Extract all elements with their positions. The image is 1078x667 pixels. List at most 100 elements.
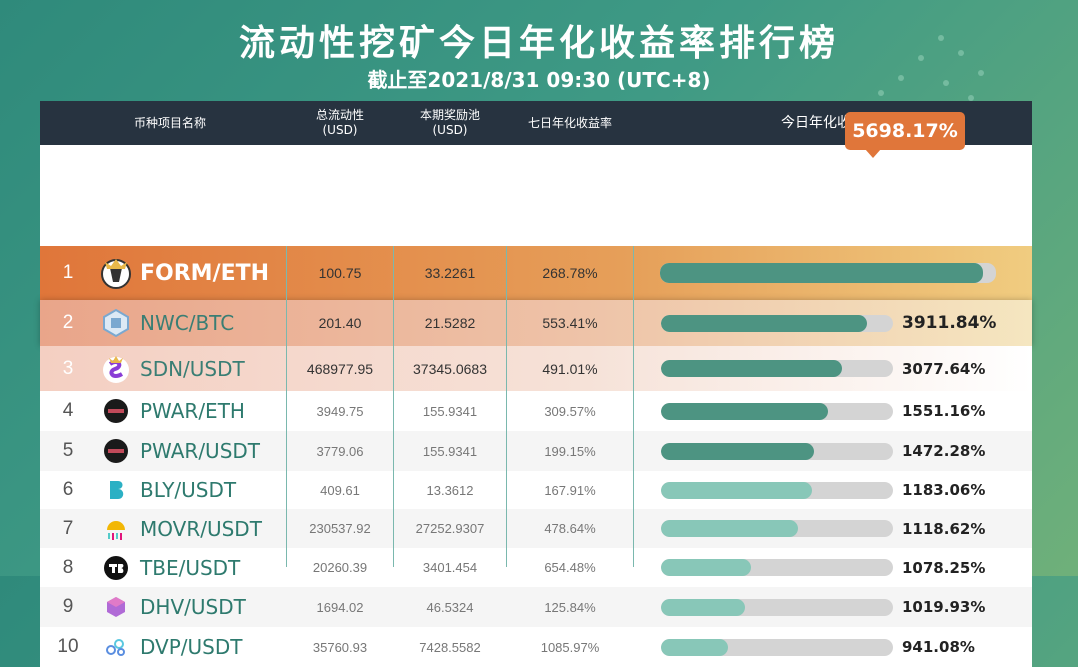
reward-pool: 46.5324	[426, 599, 474, 615]
today-rate-bar-fill	[661, 315, 868, 332]
today-rate-bar	[660, 263, 996, 283]
rank-number: 4	[62, 400, 74, 421]
today-rate-value: 1183.06%	[902, 481, 986, 499]
seven-day-rate: 167.91%	[544, 482, 596, 498]
column-header-reward-line2: (USD)	[432, 123, 468, 137]
column-header-reward: 本期奖励池 (USD)	[394, 101, 506, 145]
total-liquidity: 468977.95	[306, 360, 374, 377]
total-liquidity: 409.61	[320, 482, 360, 498]
page-title: 流动性挖矿今日年化收益率排行榜	[238, 23, 839, 64]
today-rate-value: 941.08%	[902, 638, 975, 656]
nwc-coin-icon	[98, 300, 134, 346]
today-rate-bar-fill	[661, 520, 798, 537]
today-rate-bar	[661, 559, 893, 576]
seven-day-rate: 125.84%	[544, 599, 596, 615]
pair-name: PWAR/USDT	[140, 439, 261, 463]
table-row: 6 BLY/USDT 409.61 13.3612 167.91% 1183.06%	[40, 471, 1032, 509]
today-rate-value: 1551.16%	[902, 402, 986, 420]
column-divider	[286, 246, 287, 567]
today-rate-value: 1118.62%	[902, 519, 986, 538]
table-row: 7 MOVR/USDT 230537.92 27252.9307 478.64% 1118…	[40, 509, 1032, 548]
top-rate-badge: 5698.17%	[845, 112, 965, 158]
today-rate-value: 3077.64%	[902, 359, 986, 378]
total-liquidity: 100.75	[318, 265, 362, 281]
rank-number: 8	[62, 556, 74, 578]
seven-day-rate: 491.01%	[542, 360, 598, 377]
pair-name: BLY/USDT	[140, 478, 237, 502]
total-liquidity: 3949.75	[316, 403, 364, 419]
pair-name: PWAR/ETH	[140, 399, 245, 423]
reward-pool: 37345.0683	[413, 360, 487, 377]
table-row: 9 DHV/USDT 1694.02 46.5324 125.84% 1019.93%	[40, 587, 1032, 627]
today-rate-bar-fill	[660, 263, 983, 283]
tbe-coin-icon	[98, 548, 134, 587]
reward-pool: 27252.9307	[415, 521, 485, 536]
column-header-reward-line1: 本期奖励池	[419, 108, 480, 122]
page-subtitle: 截止至2021/8/31 09:30 (UTC+8)	[367, 68, 711, 92]
column-divider	[506, 246, 507, 567]
today-rate-bar	[661, 315, 893, 332]
today-rate-bar-fill	[661, 360, 842, 377]
column-header-liquidity-line2: (USD)	[322, 123, 358, 137]
rank-number: 5	[62, 440, 74, 461]
total-liquidity: 1694.02	[316, 599, 364, 615]
today-rate-bar-fill	[661, 599, 745, 616]
today-rate-bar-fill	[661, 443, 815, 460]
total-liquidity: 3779.06	[316, 443, 364, 459]
bly-coin-icon	[98, 471, 134, 509]
column-header-liquidity-line1: 总流动性	[315, 108, 364, 122]
table-row: 10 DVP/USDT 35760.93 7428.5582 1085.97% 941.0…	[40, 627, 1032, 667]
today-rate-bar	[661, 482, 893, 499]
rank-number: 1	[62, 262, 74, 283]
seven-day-rate: 478.64%	[544, 521, 596, 536]
table-row: 2 NWC/BTC 201.40 21.5282 553.41% 3911.84%	[40, 300, 1032, 346]
ranking-table: 币种项目名称 总流动性 (USD) 本期奖励池 (USD) 七日年化收益率 今日…	[40, 101, 1032, 667]
pair-name: MOVR/USDT	[140, 516, 262, 541]
column-divider	[633, 246, 634, 567]
today-rate-value: 1472.28%	[902, 442, 986, 460]
column-header-seven-day: 七日年化收益率	[527, 115, 612, 130]
total-liquidity: 201.40	[318, 315, 362, 331]
today-rate-bar-fill	[661, 559, 752, 576]
today-rate-bar-fill	[661, 403, 829, 420]
today-rate-bar-fill	[661, 482, 812, 499]
seven-day-rate: 654.48%	[544, 560, 596, 575]
decorative-dots	[838, 30, 988, 110]
pwar-coin-icon	[98, 391, 134, 431]
today-rate-bar	[661, 599, 893, 616]
total-liquidity: 35760.93	[312, 639, 368, 655]
pair-name: SDN/USDT	[140, 356, 245, 381]
seven-day-rate: 309.57%	[544, 403, 596, 419]
rank-number: 7	[62, 517, 74, 539]
seven-day-rate: 268.78%	[542, 265, 598, 281]
seven-day-rate: 199.15%	[544, 443, 596, 459]
reward-pool: 13.3612	[426, 482, 474, 498]
reward-pool: 7428.5582	[419, 639, 481, 655]
rank-number: 3	[62, 357, 74, 379]
pair-name: FORM/ETH	[140, 260, 270, 286]
form-coin-icon	[98, 246, 134, 300]
rank-number: 10	[57, 636, 79, 657]
rank-number: 2	[62, 312, 74, 333]
today-rate-value: 3911.84%	[902, 313, 997, 333]
pair-name: NWC/BTC	[140, 311, 235, 335]
today-rate-bar	[661, 520, 893, 537]
pwar-coin-icon	[98, 431, 134, 471]
seven-day-rate: 553.41%	[542, 315, 598, 331]
dvp-coin-icon	[98, 627, 134, 667]
column-header-liquidity: 总流动性 (USD)	[287, 101, 393, 145]
today-rate-bar	[661, 360, 893, 377]
total-liquidity: 230537.92	[309, 521, 371, 536]
seven-day-rate: 1085.97%	[540, 639, 600, 655]
table-row: 8 TBE/USDT 20260.39 3401.454 654.48% 1078.25%	[40, 548, 1032, 587]
reward-pool: 21.5282	[424, 315, 476, 331]
total-liquidity: 20260.39	[312, 560, 368, 575]
table-row: 5 PWAR/USDT 3779.06 155.9341 199.15% 1472.28%	[40, 431, 1032, 471]
column-divider	[393, 246, 394, 567]
today-rate-value: 1078.25%	[902, 558, 986, 577]
table-row: 3 SDN/USDT 468977.95 37345.0683 491.01% 3077.…	[40, 346, 1032, 391]
reward-pool: 155.9341	[422, 403, 478, 419]
today-rate-bar	[661, 639, 893, 656]
today-rate-bar-fill	[661, 639, 729, 656]
movr-coin-icon	[98, 509, 134, 548]
